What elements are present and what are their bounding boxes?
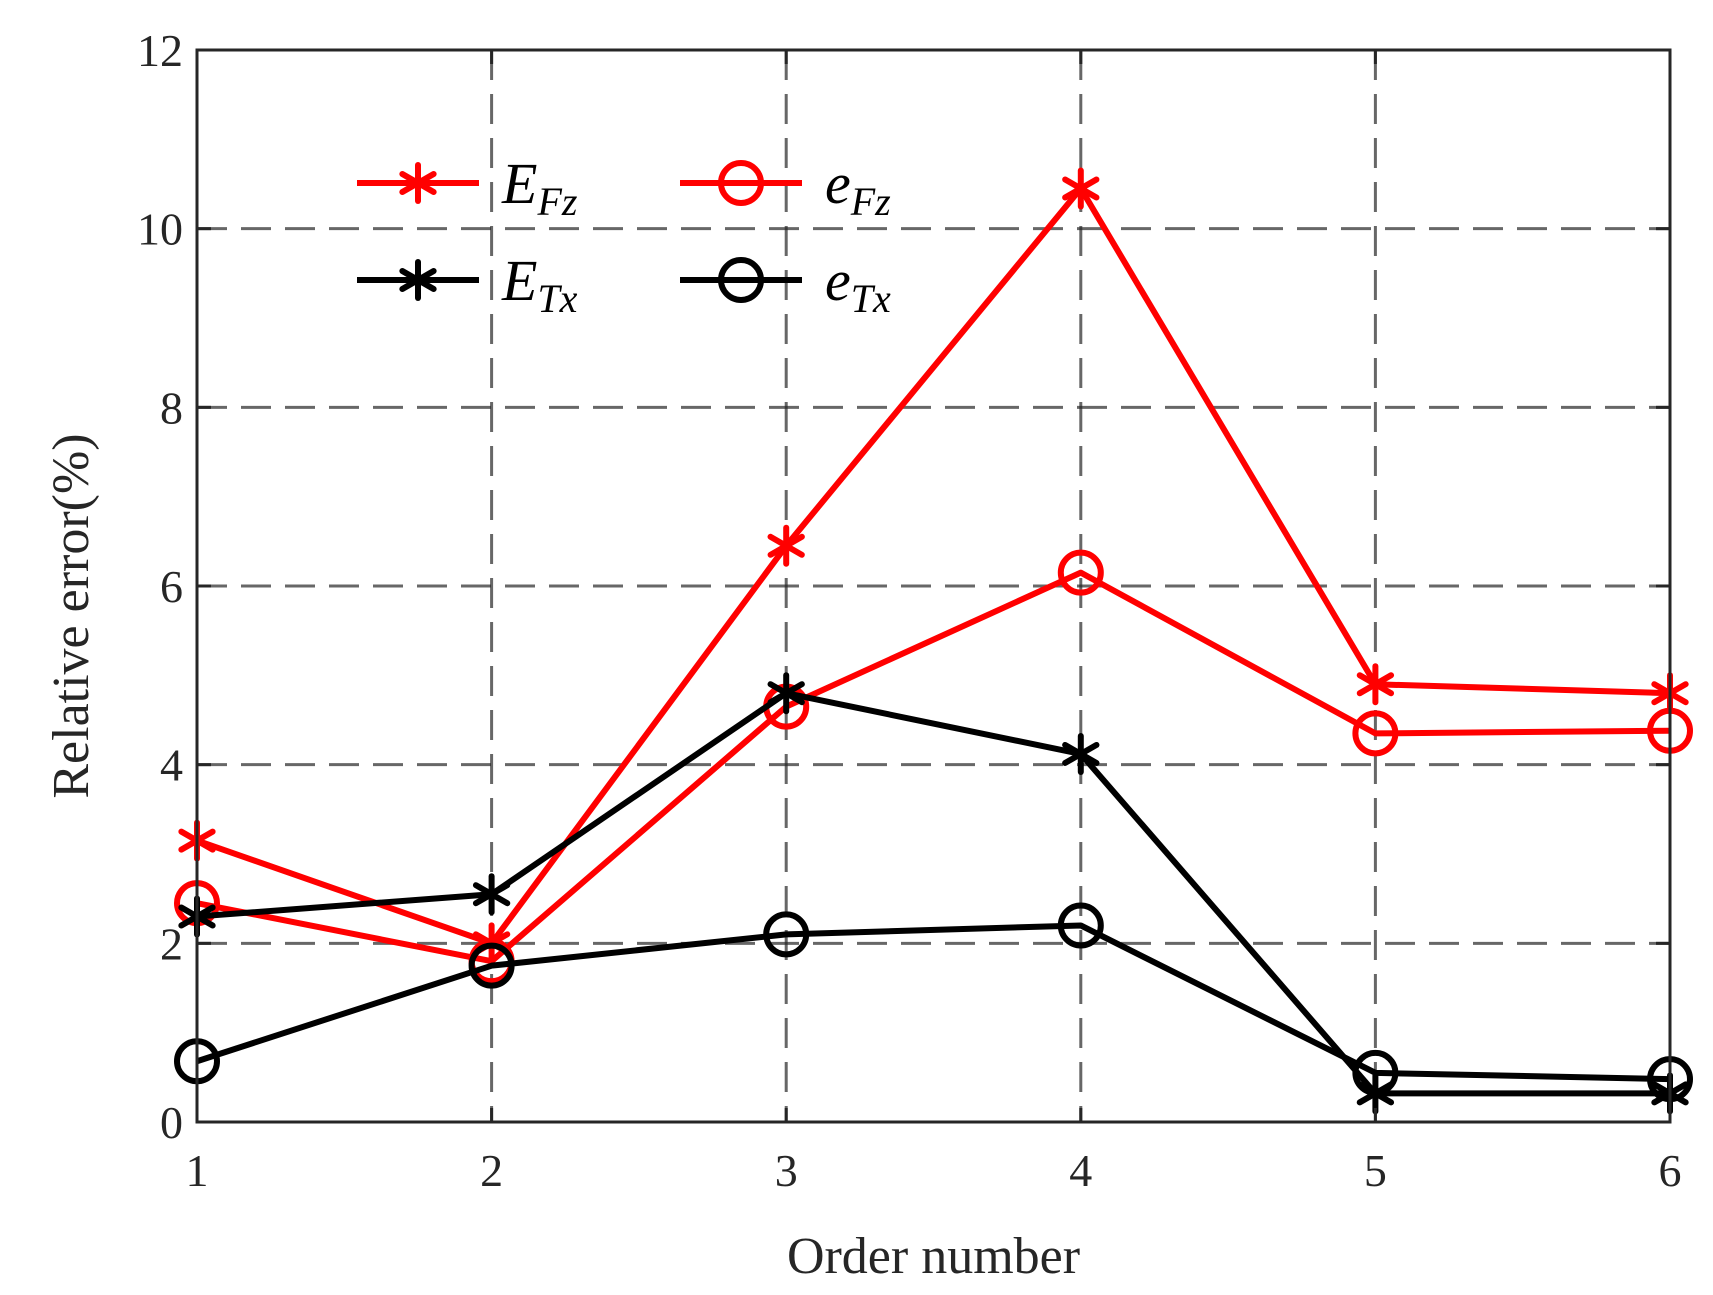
x-tick-label: 5 (1364, 1145, 1387, 1196)
data-point-ETx-stroke (472, 882, 511, 907)
legend-marker (718, 257, 764, 303)
data-point-ETx (767, 672, 805, 715)
y-tick-label: 8 (160, 382, 183, 433)
x-tick-label: 2 (480, 1145, 503, 1196)
y-tick-label: 2 (160, 918, 183, 969)
data-point-EFz-stroke (1356, 672, 1395, 697)
data-point-ETx-stroke (1062, 741, 1100, 766)
legend-label-subscript: Tx (851, 276, 891, 321)
legend-label-main: E (501, 151, 537, 216)
legend-label-subscript: Fz (850, 179, 891, 224)
legend-label-main: e (825, 151, 851, 216)
legend-marker (718, 160, 764, 206)
data-point-eFz (1352, 710, 1399, 757)
grid-lines (197, 50, 1670, 1122)
legend-label-subscript: Tx (537, 276, 577, 321)
legend-label-main: E (501, 248, 537, 313)
data-point-EFz-stroke (767, 533, 805, 558)
data-point-eTx (468, 942, 515, 989)
legend-marker (399, 162, 437, 204)
legend-label: eFz (825, 151, 891, 224)
legend-item-eTx: eTx (680, 248, 891, 321)
data-point-EFz (767, 524, 805, 567)
series-line-eFz (196, 569, 1671, 965)
y-tick-label: 6 (160, 561, 183, 612)
legend-label-subscript: Fz (536, 179, 577, 224)
data-point-eTx (1352, 1049, 1399, 1096)
data-point-eTx (1057, 902, 1104, 949)
x-axis-label: Order number (787, 1228, 1080, 1285)
series-line-EFz (196, 185, 1671, 947)
y-tick-label: 12 (137, 25, 183, 76)
y-axis-label: Relative error(%) (43, 433, 100, 798)
x-tick-label: 6 (1659, 1145, 1682, 1196)
data-point-ETx-stroke (767, 681, 805, 706)
legend-label: EFz (501, 151, 578, 224)
y-tick-label: 10 (137, 204, 183, 255)
legend-label-main: e (825, 248, 851, 313)
legend-marker-stroke (399, 171, 437, 195)
x-tick-label: 1 (186, 1145, 209, 1196)
y-tick-label: 4 (160, 740, 183, 791)
data-point-EFz (1356, 663, 1395, 706)
series-line-ETx (196, 690, 1670, 1097)
legend-label: ETx (501, 248, 578, 321)
legend-item-EFz: EFz (357, 151, 578, 224)
data-point-EFz-stroke (1062, 176, 1100, 201)
x-tick-label: 3 (775, 1145, 798, 1196)
legend-marker (399, 259, 437, 301)
series-line-eTx (196, 922, 1671, 1083)
data-point-eTx (763, 911, 810, 958)
y-tick-label: 0 (160, 1097, 183, 1148)
data-point-ETx (1062, 732, 1100, 775)
data-point-EFz (1062, 167, 1100, 210)
x-tick-label: 4 (1069, 1145, 1092, 1196)
legend-item-eFz: eFz (680, 151, 891, 224)
legend-label: eTx (825, 248, 891, 321)
legend-item-ETx: ETx (357, 248, 578, 321)
data-point-eFz (1057, 549, 1104, 596)
legend-marker-stroke (399, 268, 437, 292)
data-point-ETx (472, 873, 511, 916)
